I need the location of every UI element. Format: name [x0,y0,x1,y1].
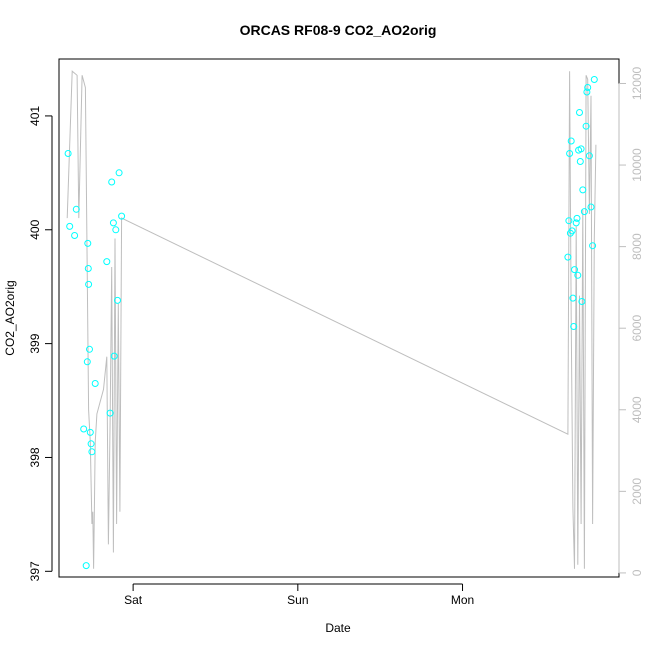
data-point [565,217,573,225]
x-tick-label: Mon [451,593,474,607]
data-point [109,219,117,227]
x-tick-label: Sat [124,593,143,607]
data-point [84,239,92,247]
y-tick-label: 398 [28,447,42,467]
data-point [590,76,598,83]
x-axis-label: Date [325,621,351,635]
data-point [577,145,585,153]
data-point [576,158,584,165]
data-point [82,562,90,570]
y2-tick-label: 12000 [630,66,644,100]
y-tick-label: 397 [28,561,42,581]
data-point [85,280,93,288]
data-point [567,137,575,145]
data-point [114,296,121,304]
data-point [587,203,595,211]
data-point [585,152,593,160]
data-point [582,122,590,130]
y2-tick-label: 8000 [630,233,644,260]
y-axis-label: CO2_AO2orig [3,280,17,355]
data-point [571,266,578,274]
chart-title: ORCAS RF08-9 CO2_AO2orig [240,22,437,38]
data-point [118,212,126,220]
y2-tick-label: 4000 [630,396,644,423]
data-point [103,258,111,266]
data-point [84,265,92,272]
data-point [566,150,574,157]
y-tick-label: 400 [28,219,42,239]
data-point [574,271,582,279]
data-point [569,294,577,302]
data-point [106,409,114,417]
data-point [108,178,116,186]
data-point [86,428,94,436]
data-point [86,345,93,353]
series-layer [64,70,598,570]
y2-tick-label: 10000 [630,148,644,182]
y2-tick-label: 6000 [630,315,644,342]
y-tick-label: 399 [28,333,42,353]
data-point [564,253,572,261]
data-point [583,88,591,96]
data-point [573,214,581,222]
data-point [570,323,578,330]
axes-layer: 397 398 399 400 401 0 2000 4000 6000 8000 10000 120… [28,66,644,607]
data-point [72,205,80,213]
y2-tick-label: 2000 [630,478,644,505]
data-point [589,242,597,250]
x-tick-label: Sun [287,593,308,607]
data-point [64,150,72,157]
y-tick-label: 401 [28,106,42,126]
data-point [576,109,583,116]
data-point [83,358,91,366]
data-point [579,186,587,194]
data-point [87,440,95,448]
data-point [110,352,118,360]
data-point [578,298,586,305]
data-point [80,425,88,433]
data-point [584,84,592,91]
series-line [66,70,597,569]
y2-tick-label: 0 [630,569,644,576]
data-point [580,208,588,216]
data-point [66,222,74,230]
data-point [112,226,120,234]
data-point [572,219,580,227]
data-point [568,227,576,235]
data-point [71,232,79,239]
data-point [91,380,99,387]
data-point [115,169,123,177]
plot-frame [58,58,620,578]
data-point [88,448,96,456]
